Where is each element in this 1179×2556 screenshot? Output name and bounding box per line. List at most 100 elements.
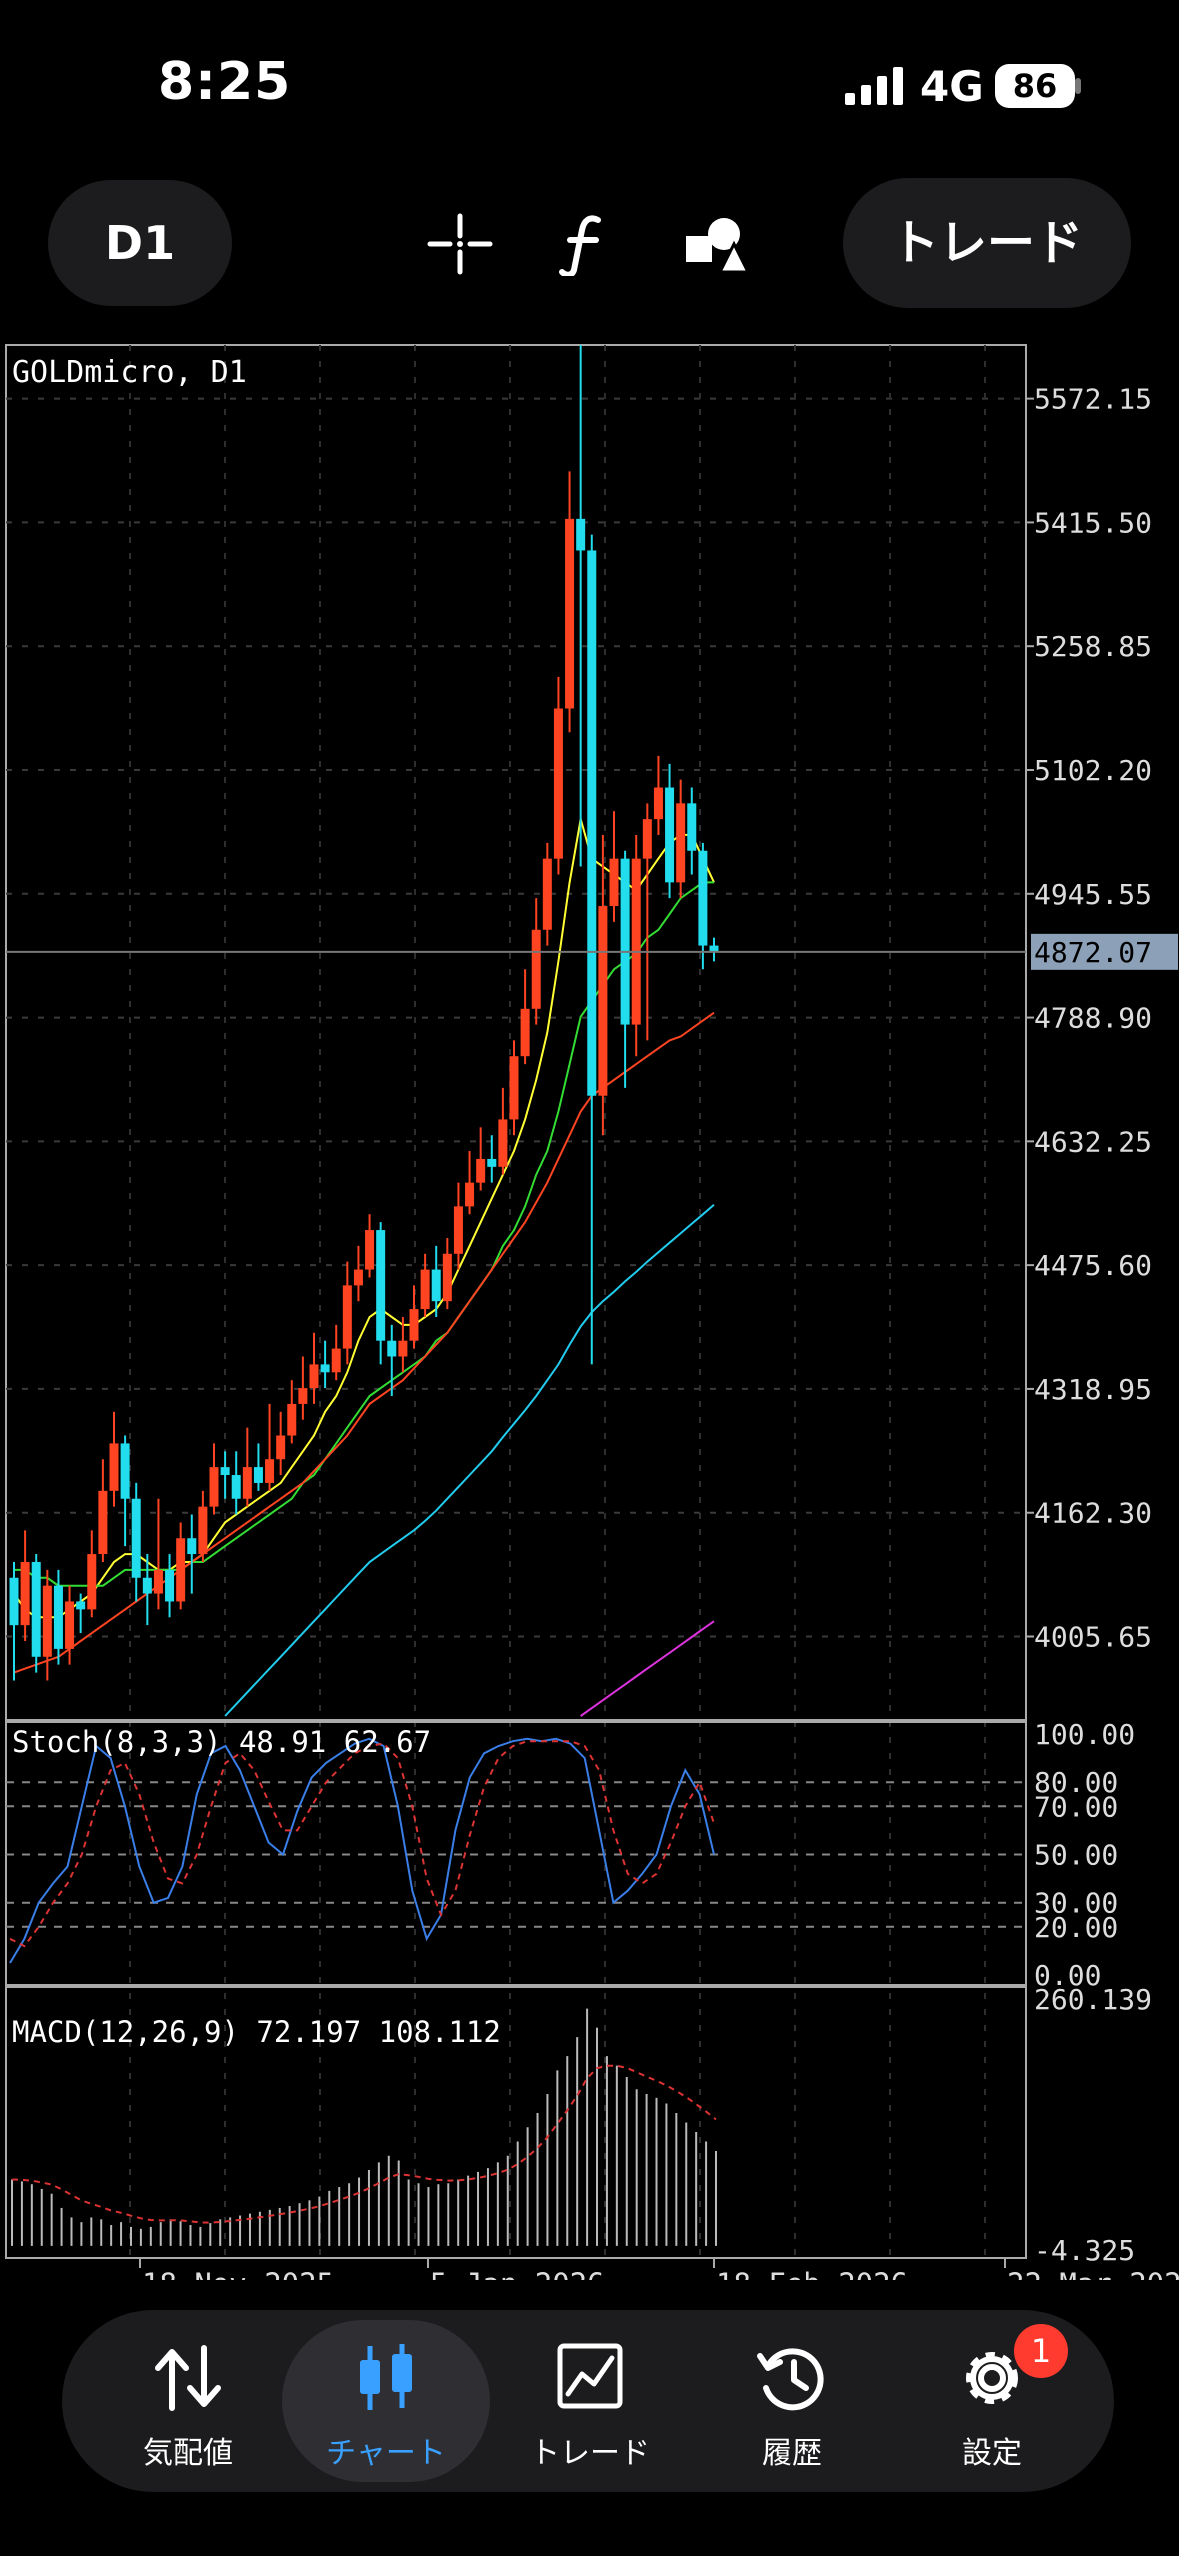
candle-body <box>653 787 663 820</box>
candle-body <box>709 945 719 952</box>
ma-line-1 <box>14 881 714 1587</box>
candle-body <box>42 1585 52 1657</box>
tab-chart[interactable]: チャート <box>282 2320 490 2482</box>
x-tick-label: 18 Nov 2025 <box>142 2267 334 2280</box>
candle-body <box>609 858 619 907</box>
candle-body <box>565 518 575 709</box>
macd-signal-line <box>11 2064 717 2224</box>
x-tick-label: 18 Feb 2026 <box>716 2267 908 2280</box>
candle-body <box>665 787 675 883</box>
candle-body <box>20 1561 30 1626</box>
candle-body <box>376 1230 386 1341</box>
candle-body <box>531 929 541 1009</box>
ma-line-0 <box>13 818 715 1619</box>
candle-body <box>520 1008 530 1057</box>
candle-body <box>298 1388 308 1404</box>
candle-body <box>642 819 652 859</box>
candle-body <box>165 1569 175 1602</box>
tab-label-history: 履歴 <box>762 2436 822 2471</box>
trade-button[interactable]: トレード <box>843 178 1131 308</box>
stoch-tick-label: 0.00 <box>1034 1959 1101 1992</box>
candle-body <box>620 858 630 1025</box>
ma-line-3 <box>224 1204 715 1717</box>
candle-body <box>398 1340 408 1357</box>
candle-body <box>9 1577 19 1626</box>
candlestick-icon <box>360 2344 412 2410</box>
stoch-tick-label: 80.00 <box>1034 1766 1118 1799</box>
chart-area[interactable]: 5572.15 5415.50 5258.85 5102.20 4945.55 4788.… <box>0 340 1179 2340</box>
y-tick-label: 4788.90 <box>1034 1002 1152 1035</box>
timeframe-button[interactable]: D1 <box>48 180 232 306</box>
candle-body <box>331 1348 341 1373</box>
candle-body <box>487 1158 497 1167</box>
notification-badge: 1 <box>1014 2324 1068 2378</box>
chart-svg[interactable]: 5572.15 5415.50 5258.85 5102.20 4945.55 4788.… <box>0 340 1179 2280</box>
candle-body <box>542 858 552 930</box>
stoch-tick-label: 20.00 <box>1034 1911 1118 1944</box>
candle-body <box>220 1467 230 1476</box>
candle-body <box>65 1601 75 1649</box>
x-tick-label: 22 Mar 2026 <box>1007 2267 1179 2280</box>
candle-body <box>198 1506 208 1555</box>
candle-body <box>53 1585 63 1649</box>
main-chart-title: GOLDmicro, D1 <box>12 355 247 390</box>
tab-label-trade: トレード <box>530 2436 650 2471</box>
tab-trade[interactable]: トレード <box>486 2320 694 2482</box>
history-clock-icon <box>757 2348 824 2411</box>
candle-body <box>242 1467 252 1499</box>
macd-tick-label: 260.139 <box>1034 1983 1152 2016</box>
indicators-icon[interactable] <box>550 212 622 276</box>
candle-body <box>587 550 597 1096</box>
candle-body <box>209 1467 219 1507</box>
candle-body <box>387 1340 397 1357</box>
candle-body <box>442 1253 452 1302</box>
candle-body <box>509 1056 519 1120</box>
stoch-tick-label: 70.00 <box>1034 1790 1118 1823</box>
candle-body <box>687 803 697 851</box>
trade-chart-icon <box>557 2343 623 2409</box>
macd-pane-frame <box>5 1986 1027 2259</box>
stoch-tick-label: 30.00 <box>1034 1887 1118 1920</box>
candle-body <box>465 1182 475 1207</box>
ma-line-2 <box>13 1011 715 1674</box>
battery-nub <box>1075 78 1081 94</box>
status-bar: 8:25 4G 86 <box>0 0 1179 170</box>
cellular-signal-icon <box>845 67 903 105</box>
y-tick-label: 4005.65 <box>1034 1621 1152 1654</box>
candle-body <box>153 1569 163 1594</box>
candle-body <box>109 1443 119 1491</box>
candle-body <box>98 1490 108 1555</box>
tab-quotes[interactable]: 気配値 <box>84 2320 292 2482</box>
tab-history[interactable]: 履歴 <box>688 2320 896 2482</box>
candle-body <box>365 1230 375 1270</box>
candle-body <box>431 1269 441 1302</box>
macd-tick-label: -4.325 <box>1034 2234 1135 2267</box>
candle-body <box>76 1601 86 1610</box>
macd-title: MACD(12,26,9) 72.197 108.112 <box>12 2015 501 2049</box>
y-tick-label: 5258.85 <box>1034 630 1152 663</box>
candle-body <box>631 858 641 1025</box>
current-price-tag <box>1031 933 1178 970</box>
tab-settings[interactable]: 設定 <box>888 2320 1096 2482</box>
candle-body <box>598 906 608 1096</box>
battery-icon: 86 <box>995 64 1075 108</box>
candle-body <box>576 518 586 551</box>
quotes-arrows-icon <box>155 2345 221 2411</box>
objects-icon[interactable] <box>680 212 752 276</box>
candle-body <box>231 1475 241 1499</box>
y-tick-label: 5102.20 <box>1034 754 1152 787</box>
status-time: 8:25 <box>158 52 292 112</box>
candle-body <box>187 1538 197 1555</box>
candle-body <box>31 1561 41 1657</box>
stoch-title: Stoch(8,3,3) 48.91 62.67 <box>12 1725 431 1759</box>
y-tick-label: 4162.30 <box>1034 1497 1152 1530</box>
y-tick-label: 4475.60 <box>1034 1249 1152 1282</box>
main-pane-frame <box>5 344 1027 1721</box>
stoch-line-0 <box>9 1737 715 1964</box>
candle-body <box>420 1269 430 1310</box>
candle-body <box>265 1459 275 1483</box>
candle-body <box>309 1364 319 1389</box>
crosshair-icon[interactable] <box>424 212 496 276</box>
y-tick-label: 4318.95 <box>1034 1373 1152 1406</box>
stoch-tick-label: 100.00 <box>1034 1718 1135 1751</box>
